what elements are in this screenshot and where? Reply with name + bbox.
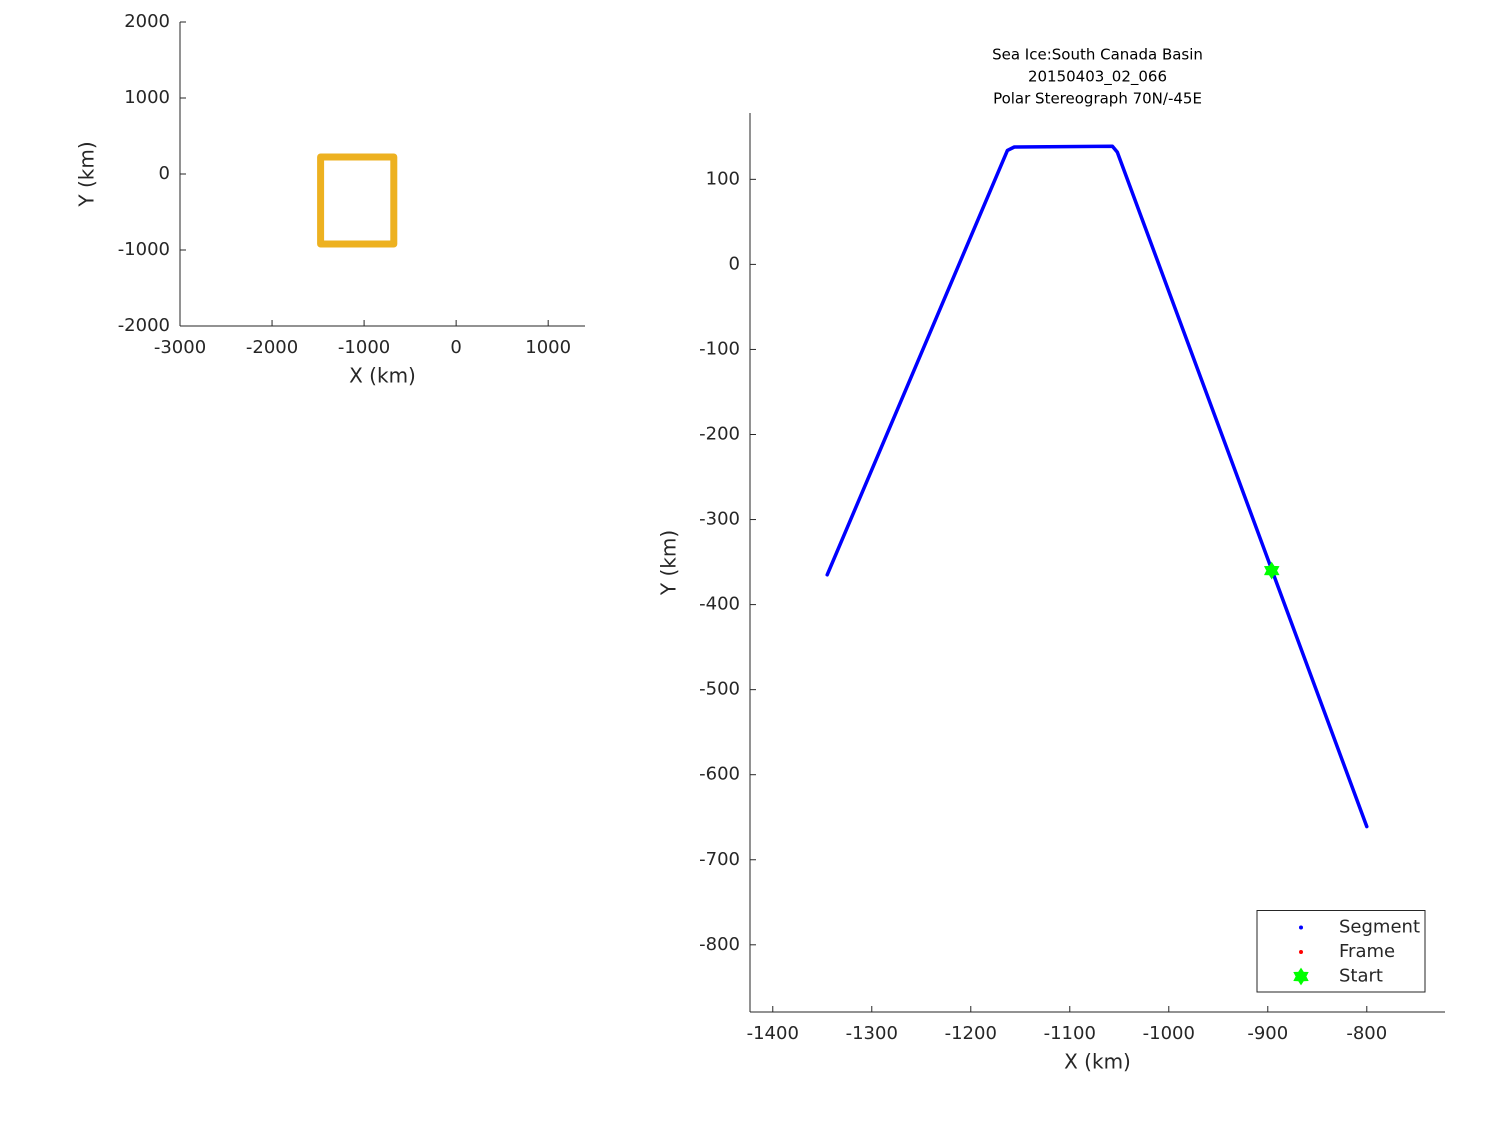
- y-tick-label: -800: [699, 934, 740, 955]
- y-tick-label: 1000: [124, 87, 170, 108]
- y-tick-label: -600: [699, 764, 740, 785]
- legend-label: Segment: [1339, 917, 1420, 938]
- start-marker: [1263, 561, 1280, 580]
- x-tick-label: 1000: [525, 337, 571, 358]
- y-tick-label: -2000: [118, 315, 170, 336]
- y-tick-label: -200: [699, 423, 740, 444]
- chart-title: Sea Ice:South Canada Basin: [992, 46, 1203, 64]
- chart-title: 20150403_02_066: [1028, 68, 1167, 87]
- legend-marker: [1299, 925, 1303, 930]
- x-tick-label: -1000: [338, 337, 390, 358]
- y-tick-label: 2000: [124, 11, 170, 32]
- y-tick-label: -700: [699, 849, 740, 870]
- x-tick-label: -3000: [154, 337, 206, 358]
- y-axis-label: Y (km): [75, 141, 99, 207]
- x-tick-label: -800: [1346, 1023, 1387, 1044]
- x-tick-label: -1100: [1044, 1023, 1096, 1044]
- x-tick-label: -2000: [246, 337, 298, 358]
- legend-label: Frame: [1339, 941, 1395, 962]
- y-tick-label: 100: [706, 168, 740, 189]
- x-tick-label: 0: [450, 337, 461, 358]
- chart-title: Polar Stereograph 70N/-45E: [993, 90, 1202, 108]
- legend-label: Start: [1339, 966, 1383, 987]
- y-axis-label: Y (km): [657, 530, 681, 596]
- x-tick-label: -900: [1247, 1023, 1288, 1044]
- legend-marker: [1299, 950, 1303, 954]
- x-tick-label: -1300: [846, 1023, 898, 1044]
- x-axis-label: X (km): [1064, 1050, 1131, 1074]
- y-tick-label: 0: [729, 253, 740, 274]
- legend-marker: [1293, 967, 1309, 986]
- series-line: [825, 144, 1369, 829]
- y-tick-label: -100: [699, 338, 740, 359]
- y-tick-label: -400: [699, 594, 740, 615]
- x-tick-label: -1000: [1143, 1023, 1195, 1044]
- x-tick-label: -1400: [747, 1023, 799, 1044]
- legend: [1256, 910, 1426, 993]
- y-tick-label: -1000: [118, 239, 170, 260]
- x-axis-label: X (km): [349, 364, 416, 388]
- y-tick-label: 0: [159, 163, 170, 184]
- y-tick-label: -500: [699, 679, 740, 700]
- y-tick-label: -300: [699, 509, 740, 530]
- series-line: [317, 153, 398, 248]
- x-tick-label: -1200: [945, 1023, 997, 1044]
